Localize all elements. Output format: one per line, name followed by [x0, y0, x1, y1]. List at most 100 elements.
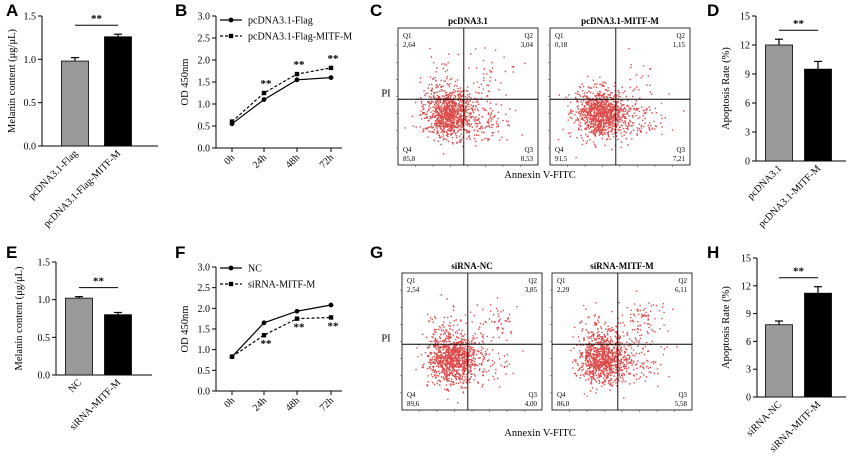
quadrant-value: 8,53 [521, 155, 534, 163]
quadrant-value: 2,64 [403, 41, 416, 49]
legend-marker [228, 281, 234, 287]
data-point [261, 320, 267, 326]
x-tick-label: NC [67, 377, 85, 395]
series-line [231, 67, 332, 123]
quadrant-name: Q3 [524, 146, 533, 154]
quadrant-value: 3,85 [525, 286, 538, 294]
quadrant-value: 2,54 [407, 286, 420, 294]
series-line [231, 304, 332, 358]
x-tick-label: 72h [318, 152, 336, 170]
quadrant-name: Q2 [528, 277, 537, 285]
quadrant-value: 0,18 [555, 41, 568, 49]
legend-label: pcDNA3.1-Flag-MITF-M [248, 32, 352, 43]
significance-label: ** [328, 320, 340, 332]
y-tick-label: 2.5 [198, 34, 211, 45]
y-tick-label: 0.0 [24, 142, 37, 153]
bar [804, 292, 832, 398]
y-tick-label: 1.5 [198, 325, 211, 336]
quadrant-value: 5,58 [675, 400, 688, 408]
quadrant-value: 6,11 [675, 286, 687, 294]
quadrant-value: 4,00 [525, 400, 538, 408]
x-tick-label: 0h [222, 152, 237, 167]
panel-a: 0.0 0.5 1.0 1.5 Melanin content (μg/μL) pcDNA… [7, 12, 158, 230]
quadrant-name: Q4 [407, 391, 416, 399]
quadrant-name: Q2 [524, 32, 533, 40]
panel-letter-h: H [707, 243, 719, 262]
data-point [261, 97, 267, 102]
bar [104, 36, 132, 147]
quadrant-name: Q4 [557, 391, 566, 399]
y-tick-label: 1.0 [198, 345, 211, 356]
bar [765, 324, 793, 398]
legend-label: pcDNA3.1-Flag [248, 16, 313, 27]
x-tick-label: 24h [251, 395, 269, 413]
data-point [229, 354, 235, 359]
quadrant-value: 2,29 [557, 286, 570, 294]
data-point [328, 75, 334, 80]
cell-dots [404, 47, 526, 155]
x-tick-label: 24h [251, 152, 269, 170]
y-tick-label: 15 [740, 12, 750, 23]
panel-letter-c: C [370, 1, 382, 20]
plot-frame [397, 27, 539, 166]
significance-label: ** [294, 59, 306, 71]
x-tick-label: 48h [284, 395, 302, 413]
y-axis-title: OD 450nm [180, 59, 191, 106]
quadrant-name: Q3 [528, 391, 537, 399]
significance-label: ** [793, 266, 805, 278]
y-tick-label: 1.0 [38, 295, 51, 306]
panel-f: 0.0 0.5 1.0 1.5 2.0 2.5 3.0 OD 450nm 0h 24h 48h 72h… [180, 263, 342, 414]
y-tick-label: 2.0 [198, 56, 211, 67]
y-tick-label: 12 [741, 281, 751, 292]
data-point [261, 90, 267, 96]
data-point [261, 333, 267, 338]
quadrant-value: 86,0 [557, 400, 570, 408]
y-tick-label: 0 [745, 157, 750, 168]
y-tick-label: 3 [745, 128, 750, 139]
x-tick-label: siRNA-NC [745, 399, 785, 439]
data-point [294, 316, 300, 321]
y-tick-label: 0.0 [38, 371, 51, 382]
data-point [328, 65, 334, 71]
quadrant-value: 91,5 [555, 155, 568, 163]
quadrant-name: Q1 [403, 32, 412, 40]
cell-dots [557, 48, 685, 159]
bar [65, 297, 93, 376]
quadrant-value: 7,21 [673, 155, 686, 163]
plot-title: pcDNA3.1 [448, 16, 488, 26]
significance-label: ** [328, 53, 340, 65]
data-point [328, 315, 334, 320]
y-axis-title: Melanin content (μg/μL) [14, 266, 25, 370]
quadrant-name: Q4 [555, 146, 564, 154]
quadrant-name: Q3 [676, 146, 685, 154]
significance-label: ** [261, 78, 273, 90]
bar [61, 60, 89, 147]
x-tick-label: pcDNA3.1 [746, 163, 785, 202]
y-tick-label: 1.5 [24, 12, 37, 23]
quadrant-name: Q2 [676, 32, 685, 40]
series-line [231, 316, 332, 358]
y-tick-label: 2.5 [198, 283, 211, 294]
legend-label: siRNA-MITF-M [248, 280, 315, 291]
bar [104, 314, 132, 376]
y-tick-label: 3 [746, 365, 751, 376]
y-axis-title: Apoptosis Rate (%) [721, 286, 732, 369]
panel-letter-d: D [707, 1, 719, 20]
significance-label: ** [93, 276, 105, 288]
quadrant-name: Q2 [678, 277, 687, 285]
y-tick-label: 9 [746, 309, 751, 320]
x-tick-label: 72h [318, 395, 336, 413]
data-point [294, 77, 300, 83]
bar [804, 68, 832, 162]
x-axis-title: Annexin V-FITC [504, 428, 575, 439]
y-tick-label: 1.0 [24, 55, 37, 66]
y-tick-label: 0.5 [24, 98, 37, 109]
y-axis-title: Melanin content (μg/μL) [7, 29, 18, 133]
